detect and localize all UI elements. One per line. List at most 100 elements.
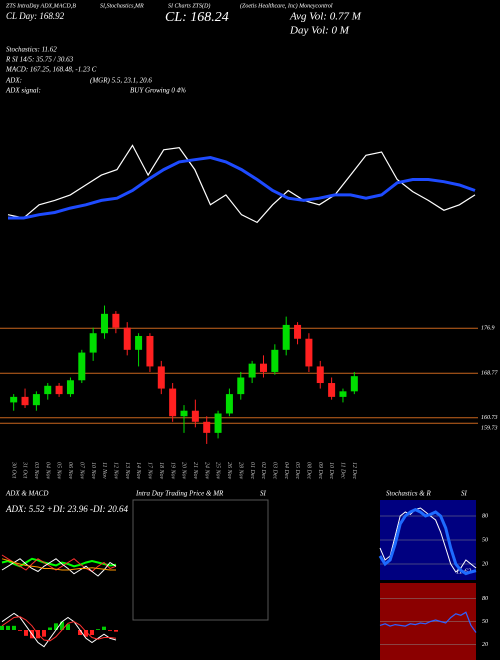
- candle-body: [316, 366, 324, 384]
- level-label: 176.9: [481, 326, 495, 332]
- x-tick-label: 30 Oct: [10, 461, 16, 478]
- x-tick-label: 18 Nov: [158, 462, 164, 480]
- intraday-title: SI: [260, 490, 267, 498]
- candle-body: [169, 388, 177, 417]
- company: (Zoetis Healthcare, Inc) Moneycontrol: [240, 2, 333, 9]
- source: ZTS IntraDay ADX,MACD,B: [6, 3, 76, 9]
- candle-body: [191, 410, 199, 422]
- series-line: [1, 554, 117, 573]
- series-line: [379, 611, 477, 633]
- histogram-bar: [60, 621, 64, 630]
- candle-body: [248, 363, 256, 378]
- series-line: [378, 507, 477, 576]
- x-tick-label: 21 Nov: [192, 462, 198, 480]
- histogram-bar: [54, 623, 58, 630]
- x-tick-label: 11 Nov: [101, 462, 107, 479]
- histogram-bar: [0, 625, 4, 630]
- x-tick-label: 25 Nov: [215, 462, 221, 480]
- x-tick-label: 14 Nov: [135, 462, 142, 480]
- histogram-bar: [6, 625, 10, 630]
- x-tick-label: 11 Dec: [340, 462, 346, 479]
- candle-body: [21, 396, 29, 406]
- histogram-bar: [24, 630, 28, 636]
- intraday-title: Intra Day Trading Price & MR: [135, 490, 224, 498]
- x-tick-label: 05 Dec: [294, 462, 300, 479]
- candle-body: [350, 376, 358, 392]
- stochastics: Stochastics: 11.62: [6, 46, 57, 54]
- day-vol: Day Vol: 0 M: [289, 25, 350, 37]
- x-tick-label: 07 Nov: [78, 462, 84, 480]
- histogram-bar: [12, 625, 16, 630]
- x-tick-label: 12 Nov: [112, 462, 118, 480]
- histogram-bar: [102, 626, 106, 630]
- candle-body: [157, 366, 165, 389]
- x-tick-label: 10 Dec: [328, 462, 334, 479]
- y-tick-label: 20: [482, 642, 488, 648]
- candle-body: [259, 363, 267, 372]
- adx-signal-label: ADX signal:: [5, 87, 41, 95]
- candle-body: [146, 335, 154, 367]
- candle-body: [225, 394, 233, 414]
- series-line: [1, 558, 117, 577]
- series-line: [1, 558, 116, 571]
- x-tick-label: 17 Nov: [147, 462, 153, 480]
- candle-body: [328, 383, 336, 397]
- candle-body: [294, 324, 302, 339]
- x-tick-label: 20 Nov: [181, 462, 187, 480]
- y-tick-label: 50: [482, 619, 488, 625]
- candle-body: [78, 352, 86, 381]
- x-tick-label: 04 Nov: [44, 462, 51, 480]
- x-tick-label: 03 Nov: [33, 462, 39, 480]
- series-line: [7, 144, 476, 224]
- candle-body: [271, 349, 279, 372]
- panel-subtitle: ADX: 5.52 +DI: 23.96 -DI: 20.64: [5, 504, 129, 514]
- histogram-bar: [66, 624, 70, 630]
- candle-body: [180, 410, 188, 417]
- macd: MACD: 167.25, 168.48, -1.23 C: [5, 66, 97, 74]
- candle-body: [101, 313, 109, 334]
- histogram-bar: [90, 630, 94, 635]
- source: SI Charts ZTS(D): [168, 2, 210, 9]
- candle-body: [339, 391, 347, 397]
- candle-body: [214, 413, 222, 433]
- x-tick-label: 19 Nov: [169, 462, 175, 480]
- candle-body: [32, 394, 40, 406]
- close: CL: 168.24: [165, 10, 229, 25]
- level-label: 159.73: [481, 426, 498, 432]
- histogram-bar: [48, 627, 52, 630]
- panel-title: SI: [461, 490, 468, 498]
- series-line: [1, 616, 117, 642]
- x-tick-label: 26 Nov: [226, 462, 232, 480]
- adx-label: ADX:: [5, 77, 22, 85]
- x-tick-label: 09 Dec: [317, 462, 323, 479]
- adx-signal: BUY Growing 0 4%: [130, 87, 186, 95]
- histogram-bar: [114, 630, 118, 632]
- adx-values: (MGR) 5.5, 23.1, 20.6: [90, 77, 152, 85]
- candle-body: [112, 313, 120, 328]
- rsi: R SI 14/5: 35.75 / 30.63: [5, 56, 74, 64]
- panel-title: Stochastics & R: [386, 490, 431, 498]
- candle-body: [10, 396, 18, 403]
- histogram-bar: [108, 630, 112, 631]
- level-label: 160.73: [481, 415, 498, 421]
- avg-vol: Avg Vol: 0.77 M: [289, 11, 362, 23]
- candle-body: [203, 421, 211, 433]
- histogram-bar: [42, 630, 46, 637]
- x-tick-label: 24 Nov: [203, 462, 210, 480]
- series-line: [8, 155, 476, 220]
- candle-body: [123, 327, 131, 350]
- panel-title: ADX & MACD: [5, 490, 48, 498]
- x-tick-label: 01 Dec: [249, 462, 255, 479]
- y-tick-label: 80: [482, 513, 488, 519]
- x-tick-label: 06 Nov: [67, 462, 73, 480]
- x-tick-label: 04 Dec: [283, 462, 290, 479]
- level-label: 168.77: [481, 371, 499, 377]
- candle-body: [135, 335, 143, 350]
- series-line: [1, 557, 117, 568]
- y-tick-label: 80: [482, 596, 488, 602]
- candle-body: [55, 385, 63, 395]
- x-tick-label: 05 Nov: [56, 462, 62, 480]
- candle-body: [89, 333, 97, 353]
- x-tick-label: 28 Nov: [237, 462, 243, 480]
- x-tick-label: 31 Oct: [22, 461, 28, 478]
